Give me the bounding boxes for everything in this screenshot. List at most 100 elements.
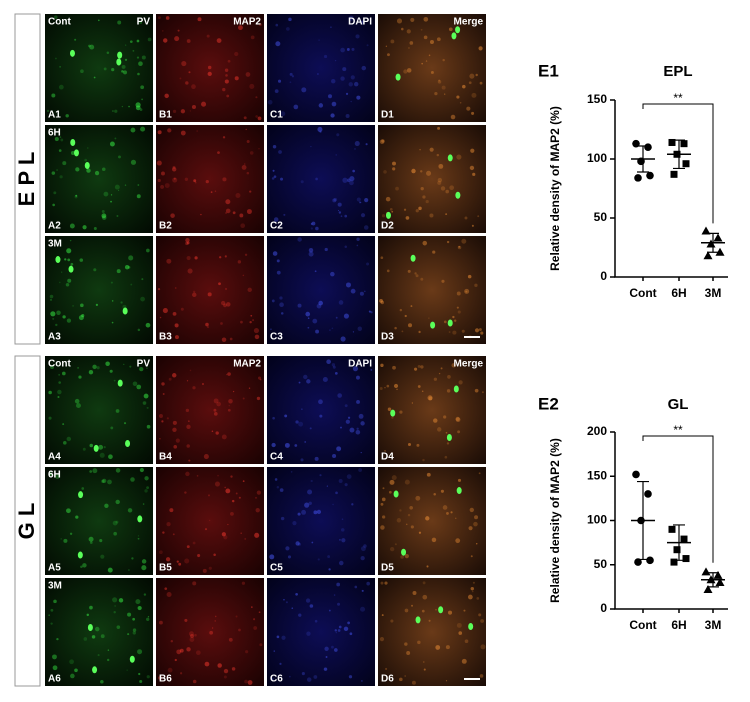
texture: [55, 57, 57, 60]
texture: [127, 266, 131, 269]
texture: [340, 336, 346, 342]
texture: [392, 365, 396, 370]
x-tick-label: 3M: [705, 286, 722, 300]
texture: [360, 201, 362, 204]
texture: [95, 303, 99, 307]
texture: [440, 186, 446, 191]
error-bar: [707, 572, 719, 588]
texture: [192, 292, 197, 298]
texture: [227, 59, 231, 63]
texture: [358, 413, 364, 419]
texture: [401, 27, 404, 31]
texture: [314, 619, 318, 623]
texture: [360, 20, 365, 25]
texture: [245, 72, 251, 77]
texture: [161, 382, 165, 386]
texture: [58, 373, 61, 376]
texture: [244, 538, 247, 540]
texture: [57, 395, 60, 399]
cell: [117, 379, 123, 387]
texture: [174, 658, 177, 662]
significance-label: **: [673, 423, 683, 437]
data-point: [701, 226, 711, 235]
texture: [385, 667, 388, 671]
texture: [135, 599, 141, 605]
texture: [89, 605, 93, 610]
texture: [396, 388, 398, 391]
texture: [160, 184, 165, 189]
texture: [356, 244, 359, 247]
texture: [172, 312, 177, 316]
texture: [241, 581, 246, 585]
cell: [78, 491, 84, 499]
texture: [475, 543, 478, 545]
texture: [146, 617, 150, 621]
texture: [417, 385, 421, 388]
x-tick-label: Cont: [629, 618, 656, 632]
texture: [331, 101, 337, 107]
texture: [88, 536, 94, 542]
texture: [332, 198, 337, 203]
texture: [331, 645, 334, 649]
texture: [392, 167, 396, 171]
texture: [74, 398, 80, 404]
texture: [180, 672, 183, 675]
texture: [308, 248, 314, 253]
texture: [425, 60, 428, 62]
texture: [146, 367, 148, 369]
texture: [228, 637, 233, 642]
texture: [432, 250, 436, 254]
texture: [337, 602, 341, 606]
texture: [473, 521, 478, 527]
texture: [132, 628, 137, 632]
cell: [77, 551, 83, 559]
cell: [116, 58, 122, 66]
data-point: [680, 140, 688, 148]
texture: [82, 563, 87, 568]
texture: [59, 175, 63, 179]
texture: [436, 37, 441, 42]
texture: [107, 479, 112, 485]
texture: [340, 47, 345, 53]
texture: [243, 163, 246, 165]
texture: [244, 679, 248, 684]
texture: [246, 209, 252, 215]
texture: [406, 68, 412, 73]
texture: [146, 486, 150, 490]
texture: [470, 586, 474, 591]
texture: [391, 210, 394, 213]
texture: [333, 197, 338, 202]
texture: [141, 565, 147, 571]
texture: [338, 300, 344, 305]
texture: [109, 369, 113, 373]
micrograph: [45, 14, 153, 122]
texture: [132, 617, 136, 621]
texture: [276, 486, 280, 489]
texture: [141, 559, 147, 564]
data-point: [703, 585, 713, 594]
cell: [456, 487, 462, 495]
texture: [59, 136, 62, 138]
texture: [295, 541, 300, 546]
texture: [69, 659, 74, 665]
panel-label: D3: [381, 332, 394, 343]
texture: [86, 613, 90, 617]
texture: [335, 632, 337, 634]
texture: [76, 403, 81, 409]
texture: [193, 179, 197, 183]
texture: [48, 614, 50, 616]
texture: [158, 414, 163, 418]
channel-label: MAP2: [233, 359, 261, 370]
texture: [186, 380, 189, 382]
texture: [221, 434, 227, 440]
texture: [313, 675, 318, 679]
texture: [103, 67, 107, 71]
texture: [99, 539, 103, 543]
texture: [223, 303, 227, 308]
texture: [224, 68, 229, 72]
texture: [385, 45, 388, 47]
texture: [404, 642, 408, 646]
cell: [69, 49, 75, 57]
texture: [137, 535, 140, 537]
texture: [457, 310, 461, 314]
